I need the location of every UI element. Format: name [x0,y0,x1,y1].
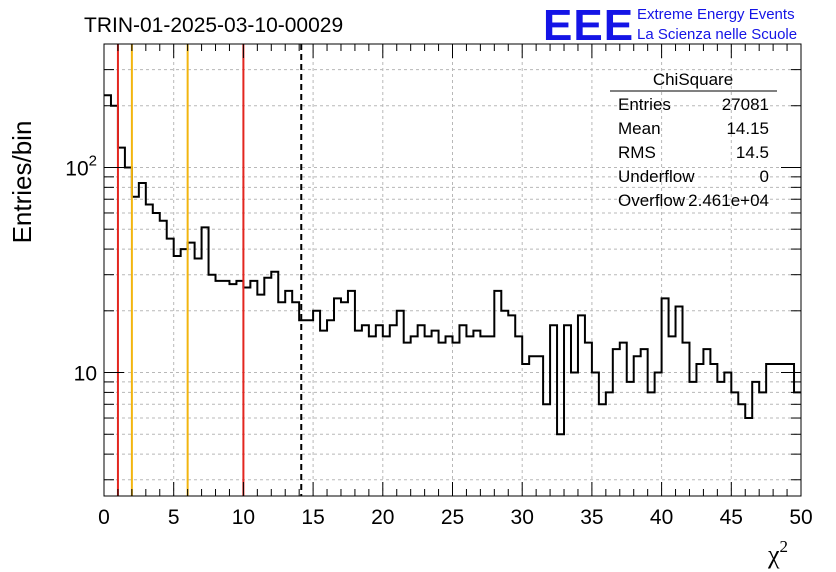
stats-box: ChiSquare Entries 27081 Mean 14.15 RMS 14.5 Un… [610,70,777,210]
x-tick-label: 30 [511,506,534,529]
stats-row-label: Entries [618,95,671,114]
x-tick-label: 10 [232,506,255,529]
x-tick-label: 45 [720,506,743,529]
stats-row-value: 27081 [722,95,769,114]
stats-rows: Entries 27081 Mean 14.15 RMS 14.5 Underflow 0 Ov… [618,95,769,210]
x-tick-label: 5 [168,506,180,529]
y-tick-label: 10 [74,363,97,386]
histogram [104,94,801,436]
x-tick-label: 40 [650,506,673,529]
x-tick-label: 35 [580,506,603,529]
marker-lines [116,44,303,496]
x-tick-label: 25 [441,506,464,529]
x-tick-label: 0 [98,506,110,529]
x-axis-label-main: χ [767,540,780,569]
stats-row-label: Underflow [618,167,695,186]
grid [104,44,801,496]
histogram-line [104,94,801,436]
y-tick-label-exponent: 2 [89,152,97,169]
stats-row-label: Mean [618,119,661,138]
eee-logo: EEE Extreme Energy Events La Scienza nel… [543,1,797,50]
y-tick-label-base: 10 [65,157,88,180]
x-axis-label: χ2 [767,537,788,569]
stats-row-value: 2.461e+04 [688,191,769,210]
chart-title: TRIN-01-2025-03-10-00029 [84,14,343,37]
stats-row-value: 14.5 [736,143,769,162]
x-tick-label: 15 [301,506,324,529]
x-axis-label-sup: 2 [780,537,789,556]
y-axis-label: Entries/bin [7,121,37,244]
stats-row-value: 14.15 [726,119,769,138]
x-tick-label: 50 [789,506,812,529]
logo-line1: Extreme Energy Events [637,6,795,23]
logo-text: EEE [543,1,634,50]
stats-row-label: Overflow [618,191,686,210]
logo-line2: La Scienza nelle Scuole [637,26,797,43]
stats-title: ChiSquare [653,70,733,89]
stats-row-label: RMS [618,143,656,162]
y-tick-label: 102 [65,152,97,180]
y-tick-label-base: 10 [74,363,97,386]
x-tick-label: 20 [371,506,394,529]
stats-row-value: 0 [760,167,769,186]
